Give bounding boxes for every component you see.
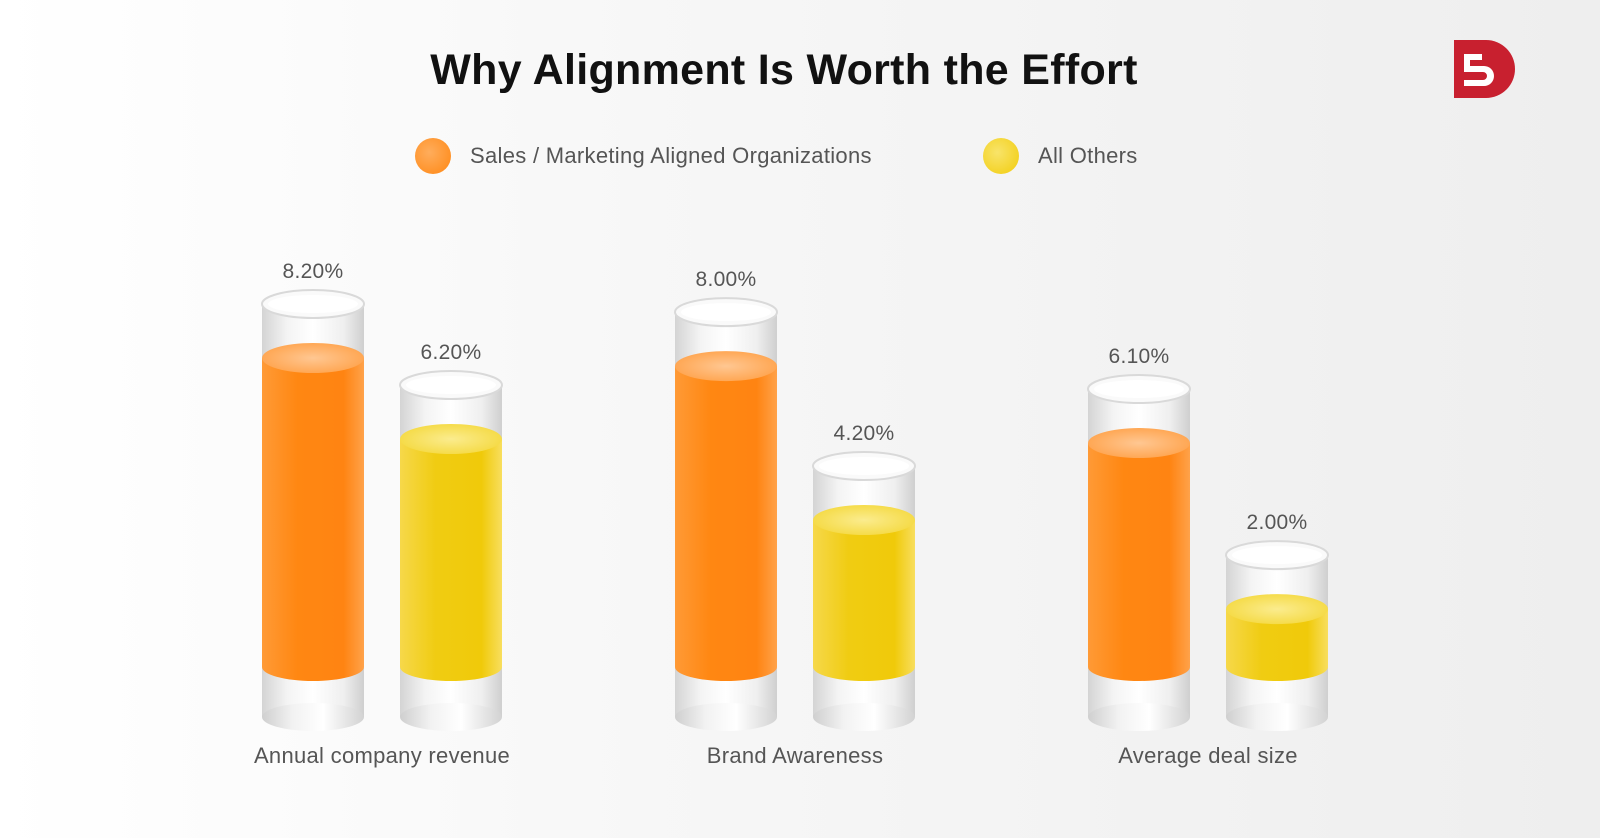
bar-bottom-aligned-2 bbox=[675, 653, 777, 681]
glass-rim-others-1 bbox=[406, 376, 496, 394]
data-label-aligned-1: 8.20% bbox=[282, 260, 343, 283]
glass-rim-others-2 bbox=[819, 457, 909, 475]
data-label-others-1: 6.20% bbox=[420, 341, 481, 364]
bar-surface-aligned-1 bbox=[262, 343, 364, 373]
chart-legend: Sales / Marketing Aligned Organizations … bbox=[0, 136, 1600, 176]
glass-base-others-3 bbox=[1226, 703, 1328, 731]
legend-swatch-aligned bbox=[415, 138, 451, 174]
legend-swatch-others bbox=[983, 138, 1019, 174]
bar-aligned-3 bbox=[1088, 443, 1190, 667]
bar-bottom-others-1 bbox=[400, 653, 502, 681]
bar-surface-others-3 bbox=[1226, 594, 1328, 625]
bar-bottom-others-2 bbox=[813, 653, 915, 681]
glass-rim-aligned-3 bbox=[1094, 380, 1184, 399]
bar-aligned-2 bbox=[675, 366, 777, 667]
glass-base-aligned-2 bbox=[675, 703, 777, 731]
bar-bottom-others-3 bbox=[1226, 653, 1328, 681]
glass-rim-others-3 bbox=[1232, 546, 1322, 565]
category-label-2: Brand Awareness bbox=[707, 743, 884, 768]
glass-rim-aligned-1 bbox=[268, 295, 358, 313]
category-label-1: Annual company revenue bbox=[254, 743, 510, 768]
bar-others-1 bbox=[400, 439, 502, 667]
legend-label-others: All Others bbox=[1038, 143, 1138, 168]
data-label-aligned-3: 6.10% bbox=[1108, 345, 1169, 368]
bar-surface-aligned-3 bbox=[1088, 428, 1190, 459]
brand-logo-icon bbox=[1452, 38, 1516, 100]
glass-rim-aligned-2 bbox=[681, 303, 771, 322]
bar-aligned-1 bbox=[262, 358, 364, 667]
bar-surface-aligned-2 bbox=[675, 351, 777, 382]
bar-surface-others-1 bbox=[400, 424, 502, 454]
legend-item-others: All Others bbox=[983, 136, 1138, 176]
data-label-others-3: 2.00% bbox=[1246, 511, 1307, 534]
bar-surface-others-2 bbox=[813, 505, 915, 535]
data-label-others-2: 4.20% bbox=[833, 422, 894, 445]
bar-others-2 bbox=[813, 520, 915, 667]
data-label-aligned-2: 8.00% bbox=[695, 268, 756, 291]
bar-bottom-aligned-1 bbox=[262, 653, 364, 681]
bar-bottom-aligned-3 bbox=[1088, 653, 1190, 681]
category-label-3: Average deal size bbox=[1118, 743, 1298, 768]
legend-label-aligned: Sales / Marketing Aligned Organizations bbox=[470, 143, 872, 168]
chart-title: Why Alignment Is Worth the Effort bbox=[430, 46, 1138, 94]
legend-item-aligned: Sales / Marketing Aligned Organizations bbox=[415, 136, 872, 176]
glass-base-aligned-1 bbox=[262, 703, 364, 731]
glass-base-others-1 bbox=[400, 703, 502, 731]
glass-base-aligned-3 bbox=[1088, 703, 1190, 731]
glass-base-others-2 bbox=[813, 703, 915, 731]
